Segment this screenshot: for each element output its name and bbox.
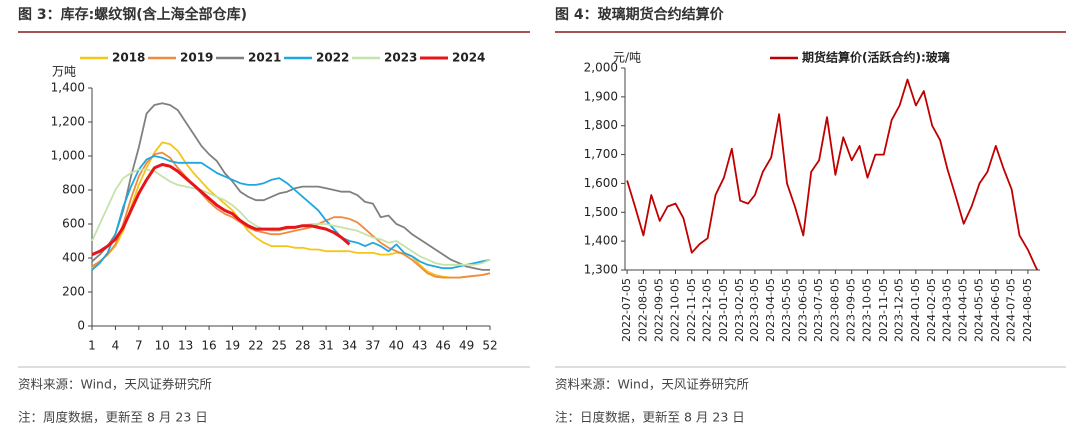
x-tick-label: 2023-08-05 (828, 278, 841, 342)
x-tick-label: 2023-07-05 (812, 278, 825, 342)
x-tick-label: 2024-05-05 (973, 278, 986, 342)
y-tick-label: 1,000 (51, 149, 85, 163)
x-tick-label: 2024-07-05 (1005, 278, 1018, 342)
x-tick-label: 2024-03-05 (940, 278, 953, 342)
x-tick-label: 25 (272, 339, 287, 353)
x-tick-label: 43 (412, 339, 427, 353)
y-tick-label: 800 (62, 183, 85, 197)
x-tick-label: 16 (201, 339, 216, 353)
x-tick-label: 2023-04-05 (764, 278, 777, 342)
x-tick-label: 19 (225, 339, 240, 353)
x-tick-label: 2024-08-05 (1021, 278, 1034, 342)
x-tick-label: 22 (248, 339, 263, 353)
x-tick-label: 2023-11-05 (877, 278, 890, 342)
x-tick-label: 46 (436, 339, 451, 353)
x-tick-label: 2024-02-05 (925, 278, 938, 342)
x-tick-label: 4 (112, 339, 120, 353)
x-tick-label: 2022-07-05 (620, 278, 633, 342)
series-line (91, 141, 491, 279)
x-tick-label: 2023-02-05 (733, 278, 746, 342)
x-tick-label: 1 (88, 339, 96, 353)
y-tick-label: 1,700 (584, 147, 618, 161)
x-tick-label: 2023-09-05 (845, 278, 858, 342)
series-line (91, 168, 491, 266)
x-tick-label: 31 (318, 339, 333, 353)
y-tick-label: 1,400 (584, 234, 618, 248)
y-tick-label: 400 (62, 251, 85, 265)
y-tick-label: 2,000 (584, 61, 618, 75)
y-tick-label: 1,300 (584, 263, 618, 277)
x-tick-label: 2022-10-05 (668, 278, 681, 342)
x-tick-label: 2023-05-05 (780, 278, 793, 342)
x-tick-label: 7 (135, 339, 143, 353)
series-line (626, 78, 1039, 271)
x-tick-label: 2022-11-05 (685, 278, 698, 342)
y-tick-label: 1,500 (584, 205, 618, 219)
legend-label: 2021 (248, 51, 281, 65)
source: 资料来源：Wind，天风证券研究所 (555, 377, 749, 392)
x-tick-label: 2022-12-05 (701, 278, 714, 342)
legend-label: 2024 (452, 51, 485, 65)
series-line (91, 102, 490, 271)
y-tick-label: 0 (77, 319, 85, 333)
note: 注：周度数据，更新至 8 月 23 日 (18, 410, 208, 425)
series-line (91, 155, 491, 271)
y-tick-label: 1,800 (584, 118, 618, 132)
y-tick-label: 1,400 (51, 81, 85, 95)
x-tick-label: 2023-12-05 (893, 278, 906, 342)
x-tick-label: 2024-04-05 (957, 278, 970, 342)
x-tick-label: 2023-06-05 (796, 278, 809, 342)
x-tick-label: 49 (459, 339, 474, 353)
source: 资料来源：Wind，天风证券研究所 (18, 377, 212, 392)
y-axis-label: 元/吨 (613, 51, 641, 65)
x-tick-label: 2023-10-05 (860, 278, 873, 342)
x-tick-label: 2023-03-05 (748, 278, 761, 342)
x-tick-label: 2022-09-05 (653, 278, 666, 342)
legend-label: 2019 (180, 51, 213, 65)
y-axis-label: 万吨 (52, 65, 76, 79)
x-tick-label: 13 (178, 339, 193, 353)
x-tick-label: 2023-01-05 (717, 278, 730, 342)
y-tick-label: 600 (62, 217, 85, 231)
x-tick-label: 52 (482, 339, 497, 353)
x-tick-label: 2024-01-05 (909, 278, 922, 342)
x-tick-label: 28 (295, 339, 310, 353)
legend-label: 期货结算价(活跃合约):玻璃 (802, 50, 950, 65)
chart-title: 图 4：玻璃期货合约结算价 (555, 6, 725, 23)
note: 注：日度数据，更新至 8 月 23 日 (555, 410, 745, 425)
x-tick-label: 34 (342, 339, 357, 353)
series-line (91, 163, 351, 256)
y-tick-label: 200 (62, 285, 85, 299)
legend-label: 2022 (316, 51, 349, 65)
chart-title: 图 3：库存:螺纹钢(含上海全部仓库) (18, 6, 247, 23)
legend-label: 2018 (112, 51, 145, 65)
x-tick-label: 10 (155, 339, 170, 353)
x-tick-label: 2024-06-05 (989, 278, 1002, 342)
legend-label: 2023 (384, 51, 417, 65)
x-tick-label: 37 (365, 339, 380, 353)
y-tick-label: 1,200 (51, 115, 85, 129)
x-tick-label: 2022-08-05 (636, 278, 649, 342)
x-tick-label: 40 (389, 339, 404, 353)
y-tick-label: 1,600 (584, 176, 618, 190)
series-line (91, 151, 491, 279)
y-tick-label: 1,900 (584, 89, 618, 103)
